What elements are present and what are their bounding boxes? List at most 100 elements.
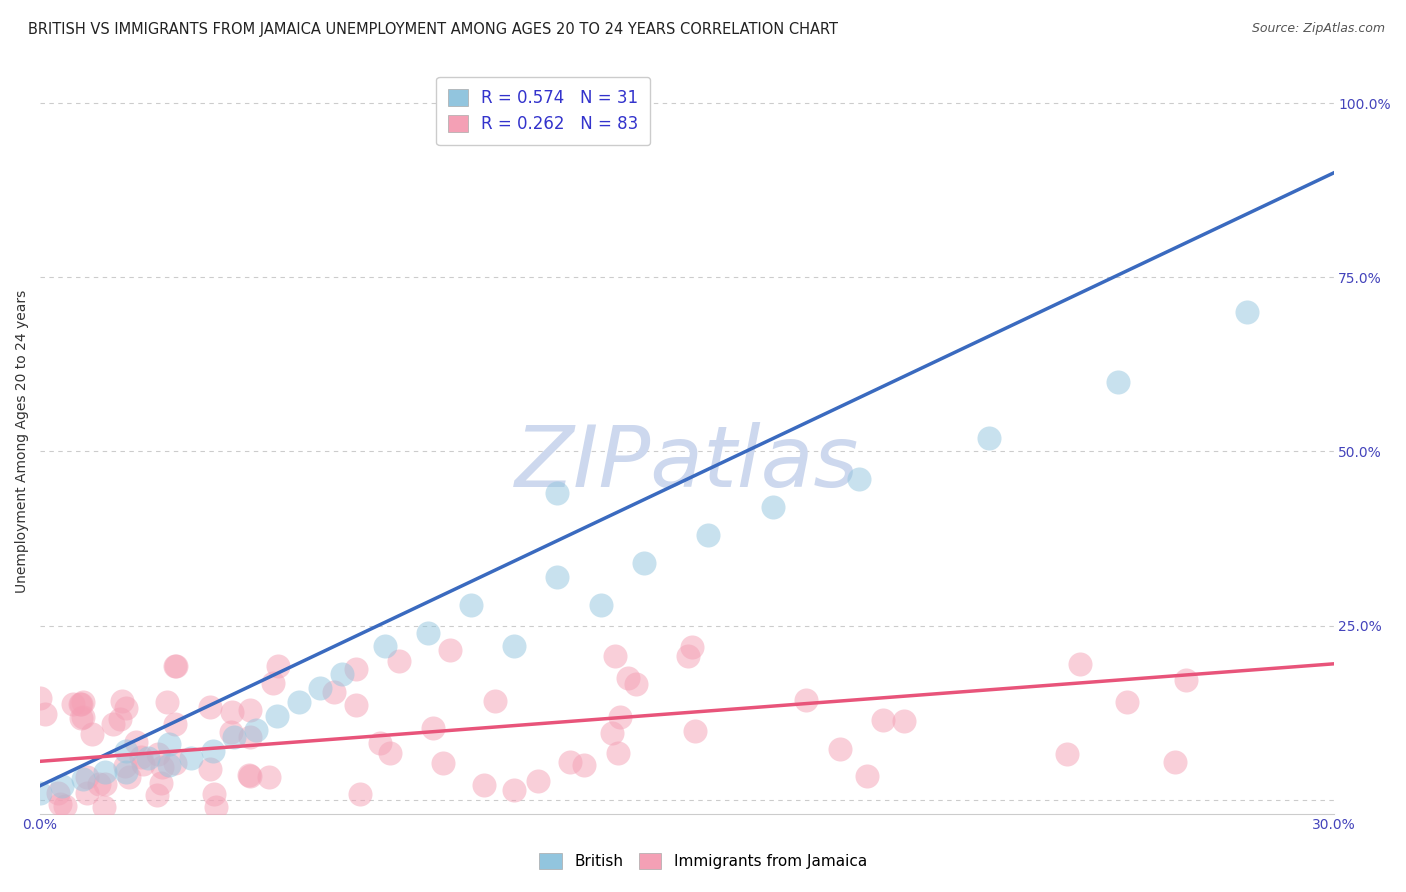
- Point: [245, 723, 267, 737]
- Point: [344, 662, 367, 676]
- Point: [503, 783, 526, 797]
- Point: [526, 773, 548, 788]
- Point: [114, 759, 136, 773]
- Point: [259, 770, 281, 784]
- Point: [149, 775, 172, 789]
- Point: [117, 770, 139, 784]
- Point: [503, 640, 526, 654]
- Point: [145, 789, 167, 803]
- Point: [472, 779, 495, 793]
- Text: ZIPatlas: ZIPatlas: [515, 422, 859, 505]
- Point: [221, 725, 243, 739]
- Point: [830, 742, 852, 756]
- Point: [856, 769, 879, 783]
- Point: [55, 799, 77, 814]
- Point: [132, 757, 155, 772]
- Point: [794, 692, 817, 706]
- Point: [368, 736, 391, 750]
- Point: [266, 709, 288, 723]
- Point: [202, 787, 225, 801]
- Point: [762, 500, 785, 515]
- Point: [432, 756, 454, 770]
- Point: [159, 737, 181, 751]
- Point: [205, 800, 228, 814]
- Point: [617, 671, 640, 685]
- Point: [1069, 657, 1091, 672]
- Text: Source: ZipAtlas.com: Source: ZipAtlas.com: [1251, 22, 1385, 36]
- Point: [76, 770, 98, 784]
- Point: [62, 697, 84, 711]
- Point: [70, 711, 93, 725]
- Point: [977, 431, 1000, 445]
- Point: [1056, 747, 1078, 761]
- Point: [69, 697, 91, 711]
- Point: [72, 695, 94, 709]
- Point: [546, 570, 568, 584]
- Point: [388, 655, 411, 669]
- Point: [848, 472, 870, 486]
- Point: [309, 681, 332, 696]
- Point: [163, 716, 186, 731]
- Point: [72, 772, 94, 786]
- Y-axis label: Unemployment Among Ages 20 to 24 years: Unemployment Among Ages 20 to 24 years: [15, 289, 30, 592]
- Point: [198, 762, 221, 776]
- Point: [330, 667, 353, 681]
- Point: [201, 744, 224, 758]
- Point: [76, 786, 98, 800]
- Point: [221, 705, 243, 719]
- Point: [146, 747, 169, 761]
- Point: [165, 658, 187, 673]
- Point: [1163, 755, 1185, 769]
- Point: [239, 730, 262, 744]
- Point: [239, 768, 262, 782]
- Point: [136, 751, 159, 765]
- Point: [156, 695, 179, 709]
- Point: [872, 714, 894, 728]
- Point: [46, 786, 69, 800]
- Point: [131, 750, 153, 764]
- Point: [125, 735, 148, 749]
- Point: [1236, 305, 1258, 319]
- Point: [676, 648, 699, 663]
- Point: [626, 677, 648, 691]
- Point: [600, 726, 623, 740]
- Point: [30, 690, 52, 705]
- Point: [180, 751, 202, 765]
- Text: BRITISH VS IMMIGRANTS FROM JAMAICA UNEMPLOYMENT AMONG AGES 20 TO 24 YEARS CORREL: BRITISH VS IMMIGRANTS FROM JAMAICA UNEMP…: [28, 22, 838, 37]
- Point: [606, 746, 628, 760]
- Point: [34, 706, 56, 721]
- Point: [198, 700, 221, 714]
- Point: [1116, 695, 1139, 709]
- Point: [683, 724, 706, 739]
- Point: [589, 598, 612, 612]
- Point: [224, 730, 246, 744]
- Point: [51, 779, 73, 793]
- Point: [108, 712, 131, 726]
- Point: [1175, 673, 1198, 687]
- Point: [288, 695, 311, 709]
- Point: [893, 714, 915, 728]
- Point: [115, 744, 138, 758]
- Point: [560, 756, 582, 770]
- Point: [267, 659, 290, 673]
- Point: [93, 777, 115, 791]
- Point: [378, 747, 401, 761]
- Point: [111, 694, 134, 708]
- Point: [546, 486, 568, 500]
- Point: [103, 716, 125, 731]
- Point: [681, 640, 703, 654]
- Point: [87, 777, 110, 791]
- Point: [697, 528, 720, 542]
- Point: [574, 757, 596, 772]
- Point: [165, 658, 187, 673]
- Point: [48, 797, 70, 811]
- Point: [93, 799, 115, 814]
- Point: [72, 710, 94, 724]
- Legend: British, Immigrants from Jamaica: British, Immigrants from Jamaica: [533, 847, 873, 875]
- Point: [30, 786, 52, 800]
- Point: [418, 625, 440, 640]
- Point: [238, 768, 260, 782]
- Point: [165, 756, 187, 770]
- Point: [80, 727, 103, 741]
- Point: [344, 698, 367, 712]
